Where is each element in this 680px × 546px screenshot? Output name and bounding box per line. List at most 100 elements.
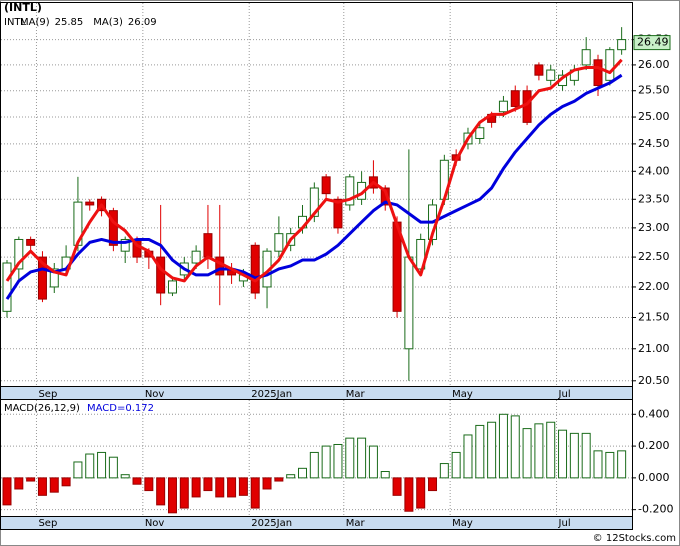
candle-body <box>546 69 556 81</box>
macd-bar <box>510 415 520 479</box>
candle-body <box>108 210 118 246</box>
legend-value: 25.85 <box>55 17 84 28</box>
symbol: INTL <box>4 17 27 28</box>
candle-body <box>380 187 390 206</box>
candle-body <box>156 256 166 294</box>
ma-line <box>5 73 623 300</box>
x-tick-label: Nov <box>145 389 165 400</box>
x-tick-label: Sep <box>38 518 57 529</box>
macd-bar <box>428 477 438 492</box>
macd-title: MACD(26,12,9) <box>4 403 80 414</box>
macd-bar <box>463 434 473 479</box>
candle-body <box>593 59 603 87</box>
macd-bar <box>298 467 307 479</box>
candle-body <box>49 268 59 288</box>
macd-bar <box>333 443 343 479</box>
macd-bar <box>203 477 213 492</box>
macd-bar <box>380 471 390 479</box>
macd-bar <box>227 477 237 498</box>
candle-body <box>120 238 130 252</box>
legend-label: MA(3) <box>93 17 123 28</box>
y-tick-label: 0.200 <box>638 439 670 452</box>
candle-body <box>14 238 24 270</box>
macd-bar <box>416 477 426 509</box>
candle-body <box>581 49 591 66</box>
macd-bar <box>2 477 12 506</box>
candle-body <box>203 233 213 258</box>
y-tick-label: 24.00 <box>638 164 670 177</box>
macd-bar <box>546 421 556 479</box>
macd-bar <box>179 477 189 509</box>
candle-body <box>416 238 426 270</box>
macd-bar <box>191 477 201 498</box>
macd-bar <box>605 451 615 479</box>
x-tick-label: May <box>452 389 473 400</box>
macd-bar <box>451 451 461 479</box>
candle-body <box>26 238 36 246</box>
macd-bar <box>14 477 24 490</box>
x-tick-label: 2025Jan <box>251 389 292 400</box>
macd-bar <box>120 474 130 479</box>
y-tick-label: 20.50 <box>638 374 670 387</box>
y-tick-label: 0.400 <box>638 407 670 420</box>
x-tick-label: May <box>452 518 473 529</box>
candle-body <box>274 233 284 252</box>
macd-bar <box>37 477 47 496</box>
y-tick-label: 21.50 <box>638 311 670 324</box>
candle-body <box>309 187 319 217</box>
y-tick-label: 23.50 <box>638 192 670 205</box>
macd-bar <box>274 477 284 482</box>
x-tick-label: Mar <box>346 389 366 400</box>
macd-bar <box>392 477 402 496</box>
candle-body <box>498 100 508 113</box>
candle-body <box>250 244 260 294</box>
candle-body <box>37 256 47 300</box>
candle-body <box>333 198 343 229</box>
macd-bar <box>558 429 568 479</box>
macd-bar <box>487 421 497 479</box>
x-axis-strip <box>0 386 633 400</box>
y-tick-label: 0.000 <box>638 471 670 484</box>
macd-bar <box>498 413 508 479</box>
candle-body <box>2 262 12 312</box>
y-tick-label: 22.00 <box>638 280 670 293</box>
macd-bar <box>522 428 532 479</box>
macd-bar <box>569 432 579 479</box>
legend-value: 26.09 <box>128 17 157 28</box>
macd-bar <box>26 477 36 482</box>
y-tick-label: -0.200 <box>638 503 673 516</box>
footer: © 12Stocks.com <box>593 533 676 544</box>
macd-bar <box>144 477 154 492</box>
last-price-label: 26.49 <box>637 36 669 49</box>
candle-body <box>404 256 414 350</box>
candle-body <box>617 39 627 51</box>
macd-bar <box>73 461 83 479</box>
candle-body <box>191 250 201 264</box>
macd-bar <box>345 437 355 479</box>
y-tick-label: 23.00 <box>638 221 670 234</box>
candle-body <box>345 176 355 206</box>
y-tick-label: 26.00 <box>638 58 670 71</box>
x-tick-label: Sep <box>38 389 57 400</box>
macd-bar <box>404 477 414 512</box>
legend-label: MA(9) <box>20 17 50 28</box>
y-tick-label: 25.50 <box>638 84 670 97</box>
y-tick-label: 25.00 <box>638 110 670 123</box>
y-tick-label: 22.50 <box>638 250 670 263</box>
x-tick-label: Jul <box>558 518 571 529</box>
macd-bar <box>215 477 225 498</box>
macd-bar <box>262 477 272 490</box>
macd-bar <box>475 424 485 479</box>
x-tick-label: 2025Jan <box>251 518 292 529</box>
x-axis-strip <box>0 516 633 530</box>
macd-bar <box>49 477 59 493</box>
macd-bar <box>368 445 378 479</box>
candle-body <box>85 201 95 206</box>
y-tick-label: 21.00 <box>638 342 670 355</box>
ma-line <box>5 58 623 283</box>
macd-bar <box>309 451 319 479</box>
x-tick-label: Nov <box>145 518 165 529</box>
macd-bar <box>61 477 71 487</box>
macd-bar <box>97 451 107 479</box>
